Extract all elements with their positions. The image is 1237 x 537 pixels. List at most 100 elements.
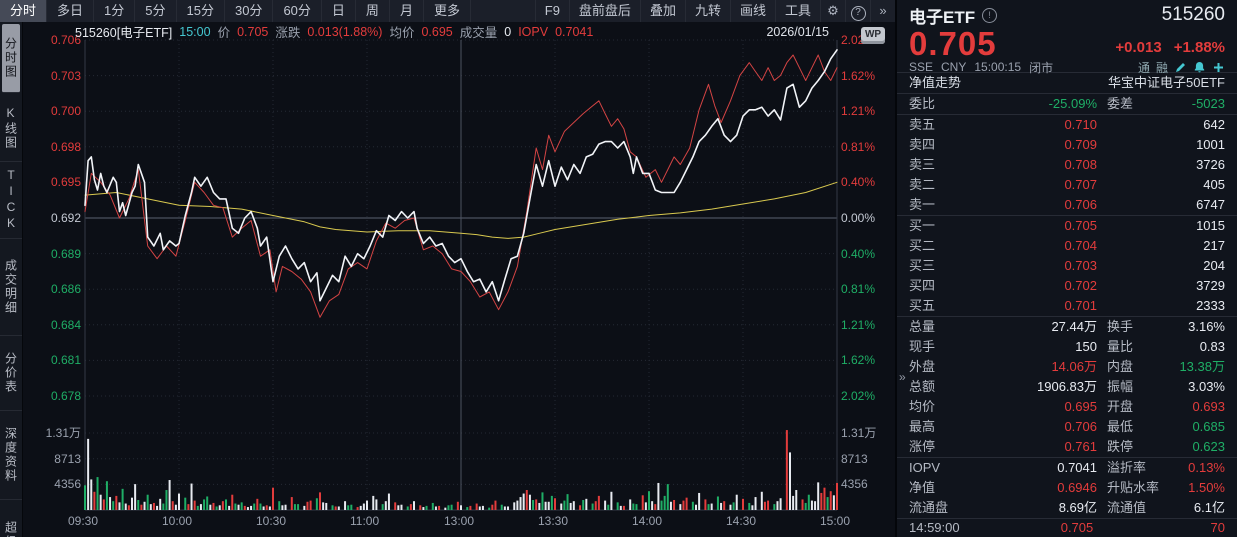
volume-bar xyxy=(635,504,638,510)
period-tab-分时[interactable]: 分时 xyxy=(0,0,48,22)
volume-bar xyxy=(425,505,428,510)
sidebar-item-成交明细[interactable]: 成交明细 xyxy=(0,239,22,336)
volume-bar xyxy=(516,500,519,510)
stat-label: 升贴水率 xyxy=(1107,480,1160,495)
bid-row[interactable]: 买四 0.702 3729 xyxy=(897,276,1237,296)
bid-volume: 204 xyxy=(1203,258,1225,273)
volume-bar xyxy=(823,487,826,510)
period-tab-60分[interactable]: 60分 xyxy=(273,0,322,22)
bid-row[interactable]: 买一 0.705 1015 xyxy=(897,216,1237,236)
sidebar-item-深度资料[interactable]: 深度资料 xyxy=(0,411,22,500)
help-icon[interactable]: ? xyxy=(845,0,870,22)
stat-row: 外盘 14.06万 内盘 13.38万 xyxy=(897,357,1237,377)
bid-book: 买一 0.705 1015 买二 0.704 217 买三 0.703 204 买四 0.702 37… xyxy=(897,216,1237,316)
bid-row[interactable]: 买五 0.701 2333 xyxy=(897,296,1237,316)
volume-bar xyxy=(350,504,353,510)
margin-badge-tong: 通 xyxy=(1137,60,1150,75)
ask-row[interactable]: 卖三 0.708 3726 xyxy=(897,155,1237,175)
volume-bar xyxy=(801,499,804,510)
volume-bar xyxy=(456,501,459,510)
bid-row[interactable]: 买二 0.704 217 xyxy=(897,236,1237,256)
volume-bar xyxy=(475,503,478,510)
period-tab-多日[interactable]: 多日 xyxy=(47,0,95,22)
fund-nav-row[interactable]: 净值走势 华宝中证电子50ETF xyxy=(897,73,1237,93)
leading-line xyxy=(84,54,838,318)
volume-bar xyxy=(751,505,754,510)
bid-level-label: 买三 xyxy=(909,258,936,273)
period-tab-30分[interactable]: 30分 xyxy=(225,0,274,22)
panel-expand-icon[interactable]: » xyxy=(899,370,906,384)
volume-bar xyxy=(732,502,735,510)
toolbar-overflow-icon[interactable]: » xyxy=(870,0,895,22)
period-tab-1分[interactable]: 1分 xyxy=(94,0,136,22)
ask-row[interactable]: 卖一 0.706 6747 xyxy=(897,195,1237,215)
wp-widget-badge[interactable]: WP xyxy=(861,27,885,44)
toolbar-action-盘前盘后[interactable]: 盘前盘后 xyxy=(568,0,640,22)
volume-bar xyxy=(256,498,259,510)
stat-label: 最低 xyxy=(1107,419,1134,434)
bid-price: 0.705 xyxy=(1064,218,1097,233)
volume-bar xyxy=(362,503,365,510)
stat-label: 溢折率 xyxy=(1107,460,1147,475)
volume-bar xyxy=(394,502,397,510)
period-tab-15分[interactable]: 15分 xyxy=(177,0,225,22)
ask-row[interactable]: 卖四 0.709 1001 xyxy=(897,135,1237,155)
sidebar-item-超级[interactable]: 超级 xyxy=(0,500,22,537)
volume-bar xyxy=(491,504,494,510)
add-icon[interactable] xyxy=(1212,61,1225,74)
volume-label: 成交量 xyxy=(459,26,498,40)
sidebar-item-TICK[interactable]: TICK xyxy=(0,162,22,239)
toolbar-actions: F9 盘前盘后 叠加 九转 画线 工具 ⚙?» xyxy=(534,0,895,22)
bid-volume: 2333 xyxy=(1196,298,1225,313)
volume-bar xyxy=(488,507,491,510)
last-tick-row[interactable]: 14:59:00 0.705 70 xyxy=(897,519,1237,537)
volume-bar xyxy=(773,504,776,510)
toolbar-action-画线[interactable]: 画线 xyxy=(729,0,775,22)
volume-bar xyxy=(265,505,268,510)
ask-row[interactable]: 卖五 0.710 642 xyxy=(897,115,1237,135)
alert-bell-icon[interactable] xyxy=(1193,61,1206,74)
iopv-value: 0.7041 xyxy=(555,24,594,39)
toolbar-action-九转[interactable]: 九转 xyxy=(684,0,730,22)
bid-row[interactable]: 买三 0.703 204 xyxy=(897,256,1237,276)
stat-row: 现手 150 量比 0.83 xyxy=(897,337,1237,357)
period-tab-周[interactable]: 周 xyxy=(356,0,390,22)
info-icon[interactable]: ! xyxy=(982,7,998,23)
volume-bar xyxy=(632,503,635,510)
stat-row: 流通盘 8.69亿 流通值 6.1亿 xyxy=(897,498,1237,518)
edit-icon[interactable] xyxy=(1174,61,1187,74)
ask-row[interactable]: 卖二 0.707 405 xyxy=(897,175,1237,195)
volume-bar xyxy=(507,506,509,510)
volume-bar xyxy=(447,505,450,510)
volume-bar xyxy=(290,497,293,510)
toolbar-action-F9[interactable]: F9 xyxy=(534,0,569,22)
volume-bar xyxy=(566,494,569,510)
gear-icon[interactable]: ⚙ xyxy=(820,0,845,22)
period-tab-日[interactable]: 日 xyxy=(322,0,356,22)
stat-label: 总量 xyxy=(909,319,936,334)
bid-price: 0.704 xyxy=(1064,238,1097,253)
stat-row: 总额 1906.83万 振幅 3.03% xyxy=(897,377,1237,397)
volume-bar xyxy=(159,498,162,510)
sidebar-item-分价表[interactable]: 分价表 xyxy=(0,336,22,411)
sidebar-item-分时图[interactable]: 分时图 xyxy=(2,24,20,93)
period-tab-更多[interactable]: 更多 xyxy=(424,0,471,22)
toolbar-action-工具[interactable]: 工具 xyxy=(774,0,820,22)
period-tabs: 分时 多日 1分 5分 15分 30分 60分日周月更多 xyxy=(0,0,471,22)
market-status: 闭市 xyxy=(1029,60,1054,75)
sidebar-item-K线图[interactable]: K线图 xyxy=(0,95,22,162)
volume-bar xyxy=(187,504,190,510)
price-line xyxy=(84,49,838,302)
toolbar-action-叠加[interactable]: 叠加 xyxy=(639,0,685,22)
stat-value: 0.693 xyxy=(1192,399,1225,414)
period-tab-月[interactable]: 月 xyxy=(390,0,424,22)
volume-bar xyxy=(397,505,400,510)
volume-bar xyxy=(413,501,415,510)
period-tab-5分[interactable]: 5分 xyxy=(135,0,177,22)
stat-label: 开盘 xyxy=(1107,399,1134,414)
volume-bar xyxy=(673,500,676,510)
volume-bar xyxy=(579,505,582,510)
stat-row: 涨停 0.761 跌停 0.623 xyxy=(897,437,1237,457)
